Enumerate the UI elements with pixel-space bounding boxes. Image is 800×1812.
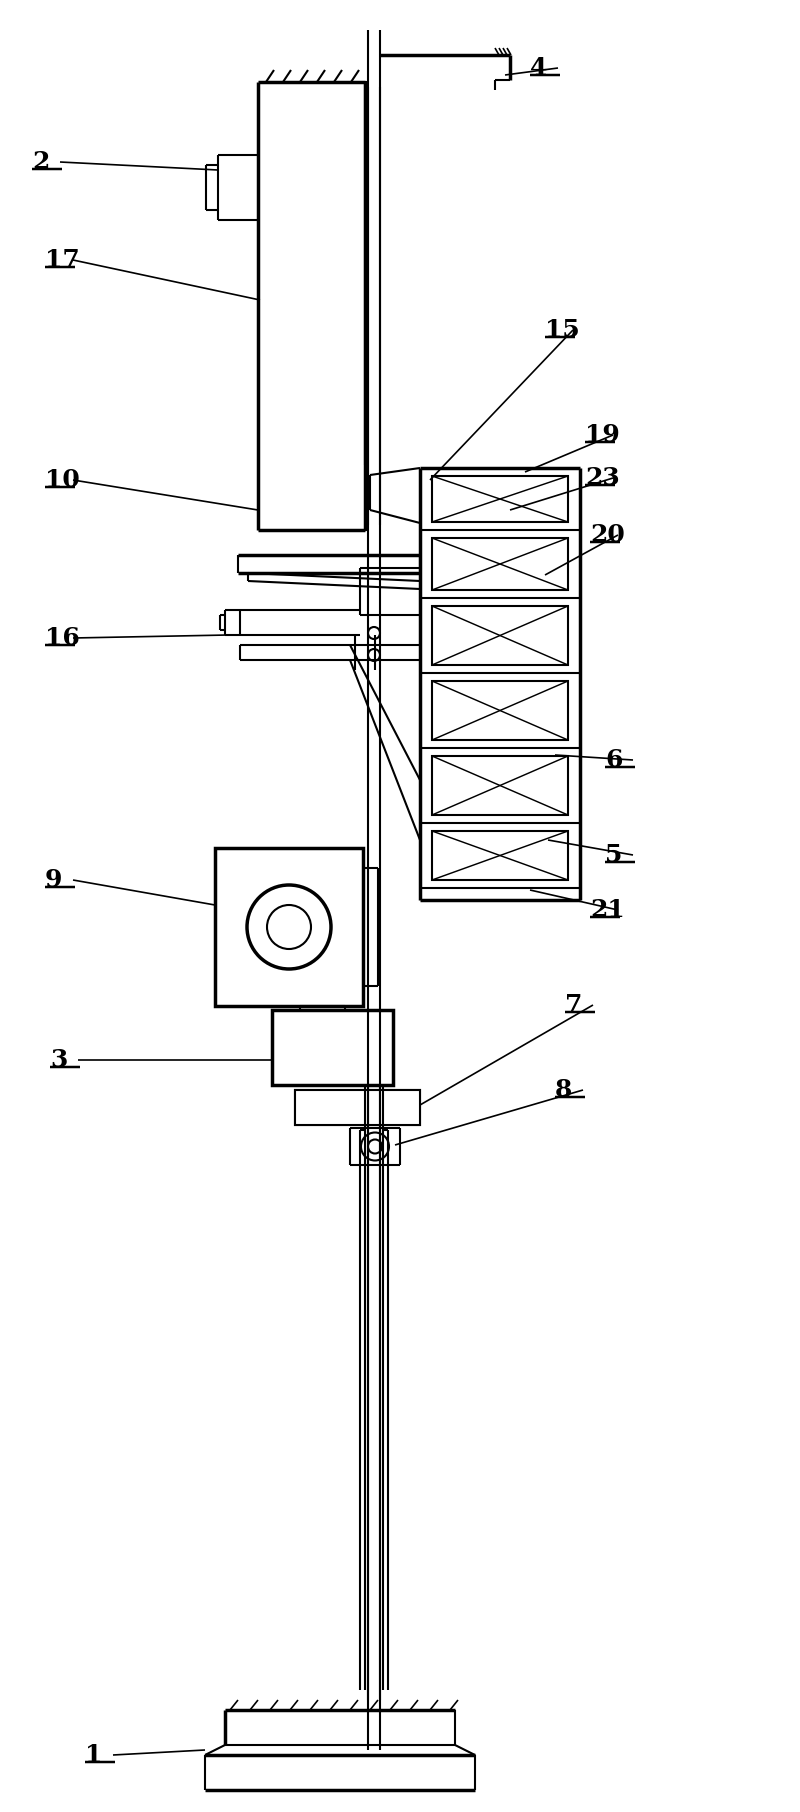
Text: 2: 2: [32, 150, 50, 174]
Bar: [432, 538, 568, 591]
Text: 6: 6: [605, 748, 622, 772]
Text: 21: 21: [590, 899, 625, 922]
Bar: [295, 1091, 420, 1125]
Bar: [432, 756, 568, 815]
Bar: [432, 681, 568, 739]
Text: 20: 20: [590, 524, 625, 547]
Text: 9: 9: [45, 868, 62, 892]
Text: 1: 1: [85, 1743, 102, 1767]
Text: 7: 7: [565, 993, 582, 1017]
Text: 10: 10: [45, 467, 80, 493]
Text: 16: 16: [45, 625, 80, 651]
Text: 15: 15: [545, 317, 580, 342]
Text: 19: 19: [585, 422, 620, 448]
Bar: [432, 477, 568, 522]
Text: 5: 5: [605, 843, 622, 866]
Bar: [432, 832, 568, 881]
Bar: [295, 1091, 420, 1125]
Text: 8: 8: [555, 1078, 572, 1102]
Bar: [272, 1009, 393, 1085]
Text: 17: 17: [45, 248, 80, 272]
Bar: [295, 1091, 420, 1125]
Text: 4: 4: [530, 56, 547, 80]
Text: 23: 23: [585, 466, 620, 489]
Text: 3: 3: [50, 1047, 67, 1073]
Bar: [215, 848, 363, 1006]
Bar: [432, 605, 568, 665]
